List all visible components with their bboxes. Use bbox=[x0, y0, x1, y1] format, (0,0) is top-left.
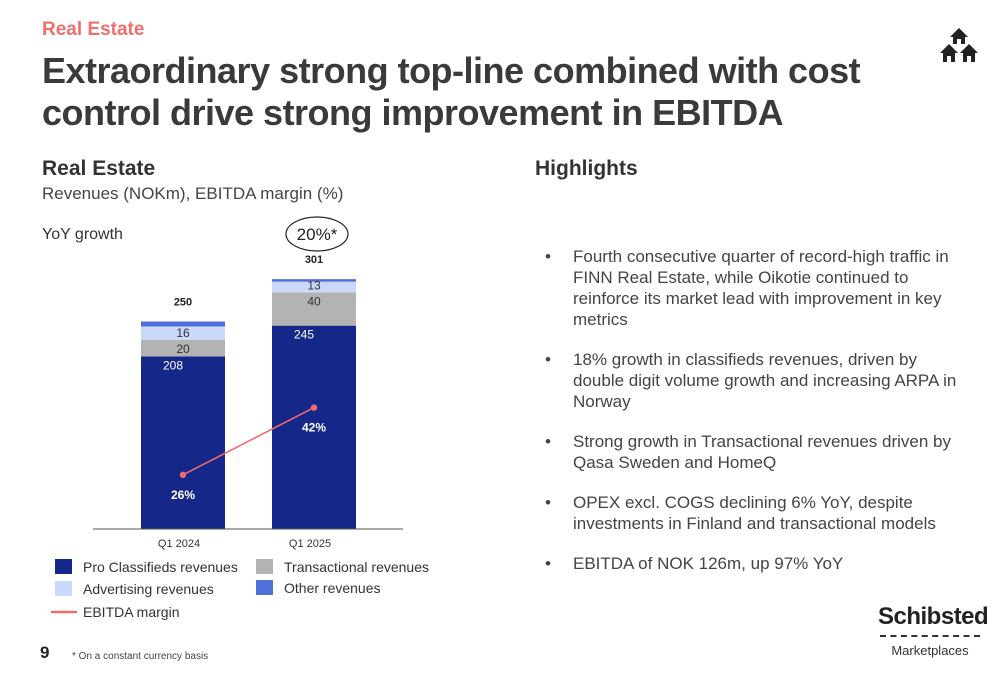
highlights-list: • Fourth consecutive quarter of record-hi… bbox=[545, 246, 965, 593]
bar-segment bbox=[272, 279, 356, 282]
segment-label: 40 bbox=[307, 294, 321, 308]
bullet-glyph: • bbox=[545, 432, 551, 451]
bar-segment bbox=[141, 356, 225, 529]
page-title: Extraordinary strong top-line combined w… bbox=[42, 50, 861, 133]
chart-title: Real Estate bbox=[42, 157, 156, 180]
segment-label: 16 bbox=[176, 326, 190, 340]
bar-segment bbox=[141, 339, 225, 357]
highlight-text: 18% growth in classifieds revenues, driv… bbox=[573, 350, 957, 411]
page-number: 9 bbox=[40, 643, 50, 662]
houses-icon bbox=[940, 28, 978, 62]
x-tick-label: Q1 2025 bbox=[289, 538, 331, 550]
highlights-title: Highlights bbox=[535, 157, 638, 180]
bar-segment bbox=[272, 281, 356, 293]
segment-label: 208 bbox=[163, 358, 183, 372]
highlight-text: Fourth consecutive quarter of record-hig… bbox=[573, 247, 949, 329]
bar-total-label: 250 bbox=[174, 297, 192, 309]
legend-swatch bbox=[256, 559, 273, 574]
highlight-item: • EBITDA of NOK 126m, up 97% YoY bbox=[545, 553, 965, 574]
bar-segment bbox=[272, 325, 356, 529]
bar-segment bbox=[272, 292, 356, 326]
legend-label: Pro Classifieds revenues bbox=[83, 559, 238, 575]
segment-label: 245 bbox=[294, 328, 314, 342]
bullet-glyph: • bbox=[545, 247, 551, 266]
ebitda-margin-label: 42% bbox=[302, 421, 326, 435]
yoy-growth-ellipse bbox=[285, 216, 349, 252]
bar-segment bbox=[141, 321, 225, 327]
ebitda-margin-label: 26% bbox=[171, 488, 195, 502]
ebitda-margin-point bbox=[179, 471, 187, 478]
brand-name: Schibsted bbox=[878, 603, 989, 630]
legend-label: Advertising revenues bbox=[83, 581, 214, 597]
x-tick-label: Q1 2024 bbox=[158, 538, 200, 550]
legend-swatch bbox=[55, 559, 72, 574]
legend-label: Other revenues bbox=[284, 580, 381, 596]
bullet-glyph: • bbox=[545, 350, 551, 369]
yoy-growth-label: YoY growth bbox=[42, 226, 123, 243]
bar-segment bbox=[141, 326, 225, 340]
bullet-glyph: • bbox=[545, 554, 551, 573]
ebitda-margin-line bbox=[182, 406, 315, 476]
brand-logo: Schibsted Marketplaces bbox=[878, 603, 989, 658]
highlight-item: • Strong growth in Transactional revenues… bbox=[545, 431, 965, 473]
ebitda-margin-point bbox=[310, 404, 318, 411]
bar-total-label: 301 bbox=[305, 254, 323, 266]
yoy-growth-value: 20%* bbox=[297, 225, 338, 244]
highlight-item: • Fourth consecutive quarter of record-hi… bbox=[545, 246, 965, 330]
brand-rule bbox=[880, 635, 980, 637]
segment-label: 13 bbox=[307, 278, 321, 292]
legend-label: EBITDA margin bbox=[83, 604, 179, 620]
legend-label: Transactional revenues bbox=[284, 559, 429, 575]
legend-swatch bbox=[55, 581, 72, 596]
section-tag: Real Estate bbox=[42, 19, 145, 40]
revenue-chart: 208 20 16 250 Q1 2024 245 40 13 301 Q1 2025 26% 42%… bbox=[51, 216, 429, 620]
brand-subtitle: Marketplaces bbox=[891, 643, 969, 658]
highlight-text: Strong growth in Transactional revenues … bbox=[573, 432, 951, 472]
bullet-glyph: • bbox=[545, 493, 551, 512]
highlight-text: OPEX excl. COGS declining 6% YoY, despit… bbox=[573, 493, 936, 533]
legend-swatch bbox=[256, 580, 273, 595]
footnote: * On a constant currency basis bbox=[72, 651, 209, 662]
segment-label: 20 bbox=[176, 342, 190, 356]
highlight-text: EBITDA of NOK 126m, up 97% YoY bbox=[573, 554, 844, 573]
chart-subtitle: Revenues (NOKm), EBITDA margin (%) bbox=[42, 184, 344, 203]
highlight-item: • OPEX excl. COGS declining 6% YoY, despi… bbox=[545, 492, 965, 534]
highlight-item: • 18% growth in classifieds revenues, dri… bbox=[545, 349, 965, 412]
